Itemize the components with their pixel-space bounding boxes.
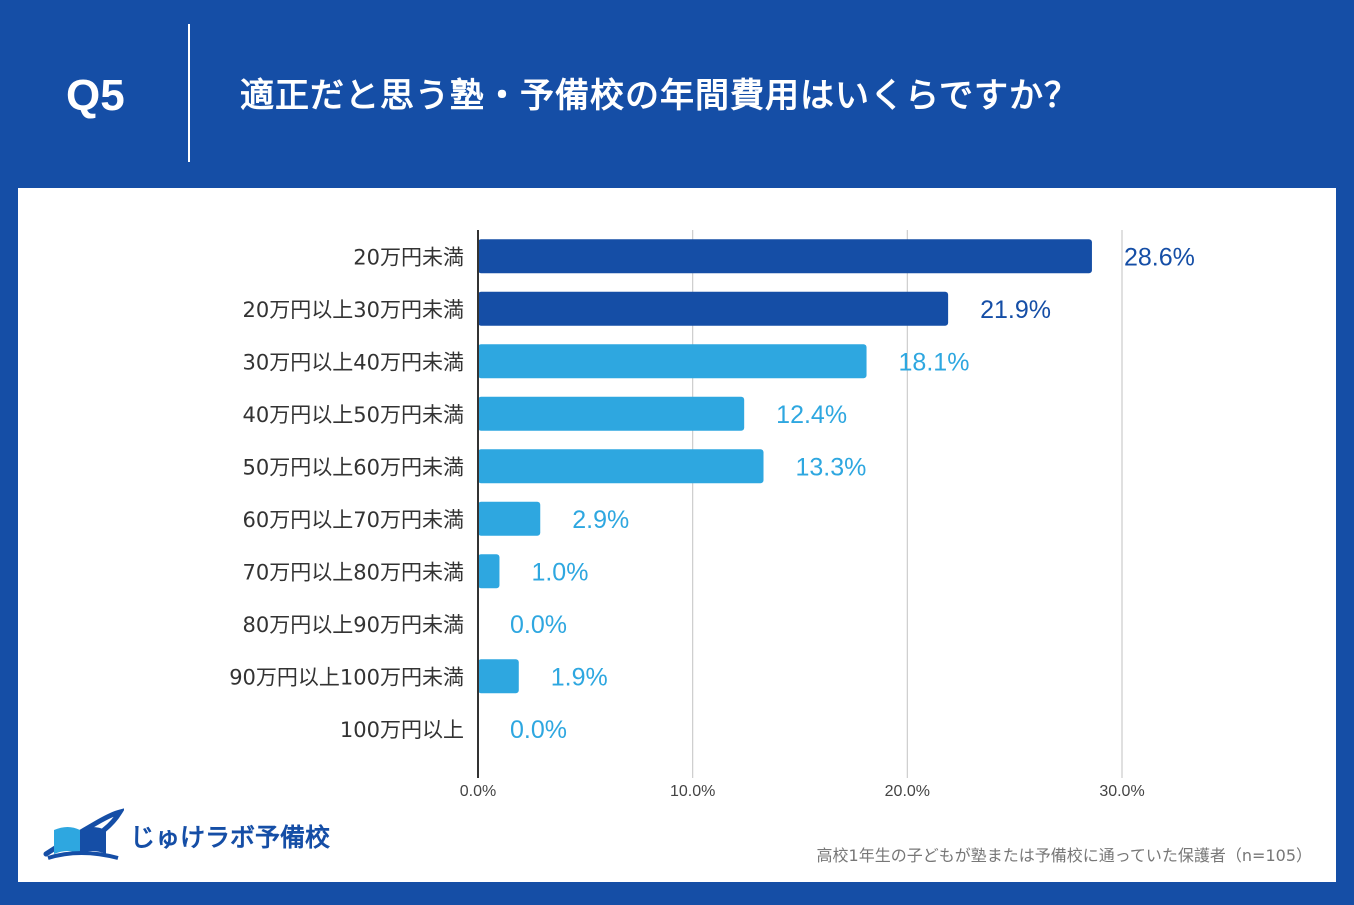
data-label: 28.6% bbox=[1124, 243, 1195, 271]
category-label: 20万円以上30万円未満 bbox=[243, 298, 464, 322]
category-label: 60万円以上70万円未満 bbox=[243, 508, 464, 532]
logo-text: じゅけラボ予備校 bbox=[130, 823, 331, 852]
bar bbox=[478, 291, 949, 326]
x-tick-label: 10.0% bbox=[670, 783, 715, 800]
bar bbox=[478, 554, 500, 589]
data-label: 1.0% bbox=[531, 558, 588, 586]
question-number: Q5 bbox=[66, 71, 125, 120]
bar bbox=[478, 344, 867, 379]
bar-chart: 0.0% 10.0% 20.0% 30.0% 20万円未満 28.6% 20万円以上30万円… bbox=[229, 230, 1195, 800]
bar bbox=[478, 659, 519, 694]
brand-logo: じゅけラボ予備校 bbox=[40, 808, 360, 868]
bar bbox=[478, 501, 541, 536]
bar bbox=[478, 449, 764, 484]
data-label: 18.1% bbox=[899, 348, 970, 376]
data-label: 2.9% bbox=[572, 506, 629, 534]
category-label: 100万円以上 bbox=[340, 718, 464, 742]
data-label: 0.0% bbox=[510, 716, 567, 744]
data-label: 0.0% bbox=[510, 611, 567, 639]
category-label: 40万円以上50万円未満 bbox=[243, 403, 464, 427]
category-label: 20万円未満 bbox=[353, 245, 464, 269]
question-title: 適正だと思う塾・予備校の年間費用はいくらですか？ bbox=[240, 76, 1079, 116]
x-tick-label: 30.0% bbox=[1099, 783, 1144, 800]
chart-panel: 0.0% 10.0% 20.0% 30.0% 20万円未満 28.6% 20万円以上30万円… bbox=[18, 188, 1336, 882]
category-label: 80万円以上90万円未満 bbox=[243, 613, 464, 637]
data-label: 1.9% bbox=[551, 663, 608, 691]
data-label: 21.9% bbox=[980, 296, 1051, 324]
sample-note: 高校1年生の子どもが塾または予備校に通っていた保護者（n=105） bbox=[816, 846, 1312, 865]
category-label: 50万円以上60万円未満 bbox=[243, 455, 464, 479]
bar bbox=[478, 239, 1092, 274]
book-logo-icon bbox=[43, 808, 126, 860]
data-label: 12.4% bbox=[776, 401, 847, 429]
x-tick-label: 20.0% bbox=[885, 783, 930, 800]
bar bbox=[478, 396, 745, 431]
category-label: 90万円以上100万円未満 bbox=[229, 665, 464, 689]
x-tick-label: 0.0% bbox=[460, 783, 496, 800]
category-label: 30万円以上40万円未満 bbox=[243, 350, 464, 374]
category-label: 70万円以上80万円未満 bbox=[243, 560, 464, 584]
header-divider bbox=[188, 24, 190, 162]
data-label: 13.3% bbox=[796, 453, 867, 481]
